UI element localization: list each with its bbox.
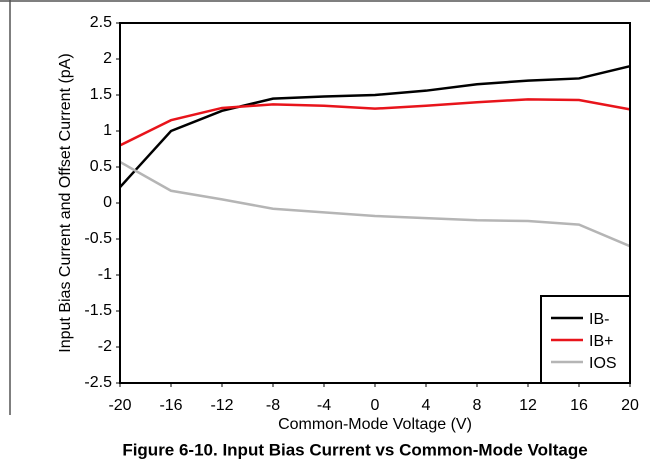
legend-label: IB- bbox=[589, 311, 609, 328]
y-axis-label: Input Bias Current and Offset Current (p… bbox=[57, 53, 74, 352]
y-tick-label: -0.5 bbox=[84, 230, 112, 247]
data-line bbox=[119, 98, 631, 147]
x-tick-label: -4 bbox=[317, 397, 331, 414]
y-tick-label: -1 bbox=[98, 266, 112, 283]
x-tick-label: 0 bbox=[371, 397, 380, 414]
x-axis-label: Common-Mode Voltage (V) bbox=[278, 416, 472, 433]
x-tick-label: 4 bbox=[422, 397, 431, 414]
legend-label: IOS bbox=[589, 355, 617, 372]
x-tick-label: 12 bbox=[519, 397, 537, 414]
y-tick-label: -2.5 bbox=[84, 374, 112, 391]
y-tick-label: -2 bbox=[98, 338, 112, 355]
x-tick-label: -12 bbox=[210, 397, 233, 414]
y-tick-label: 0.5 bbox=[90, 158, 112, 175]
y-tick-label: 2 bbox=[103, 50, 112, 67]
chart-title: Figure 6-10. Input Bias Current vs Commo… bbox=[122, 440, 587, 459]
y-tick-label: 1 bbox=[103, 122, 112, 139]
legend-label: IB+ bbox=[589, 333, 613, 350]
y-tick-label: 1.5 bbox=[90, 86, 112, 103]
x-tick-label: -16 bbox=[159, 397, 182, 414]
x-tick-label: -8 bbox=[266, 397, 280, 414]
y-tick-label: -1.5 bbox=[84, 302, 112, 319]
x-tick-label: -20 bbox=[108, 397, 131, 414]
x-tick-label: 20 bbox=[621, 397, 639, 414]
x-tick-label: 16 bbox=[570, 397, 588, 414]
y-tick-label: 2.5 bbox=[90, 14, 112, 31]
x-tick-label: 8 bbox=[473, 397, 482, 414]
data-line bbox=[119, 64, 631, 189]
plot-border bbox=[119, 22, 631, 384]
data-line bbox=[119, 160, 631, 248]
y-tick-label: 0 bbox=[103, 194, 112, 211]
